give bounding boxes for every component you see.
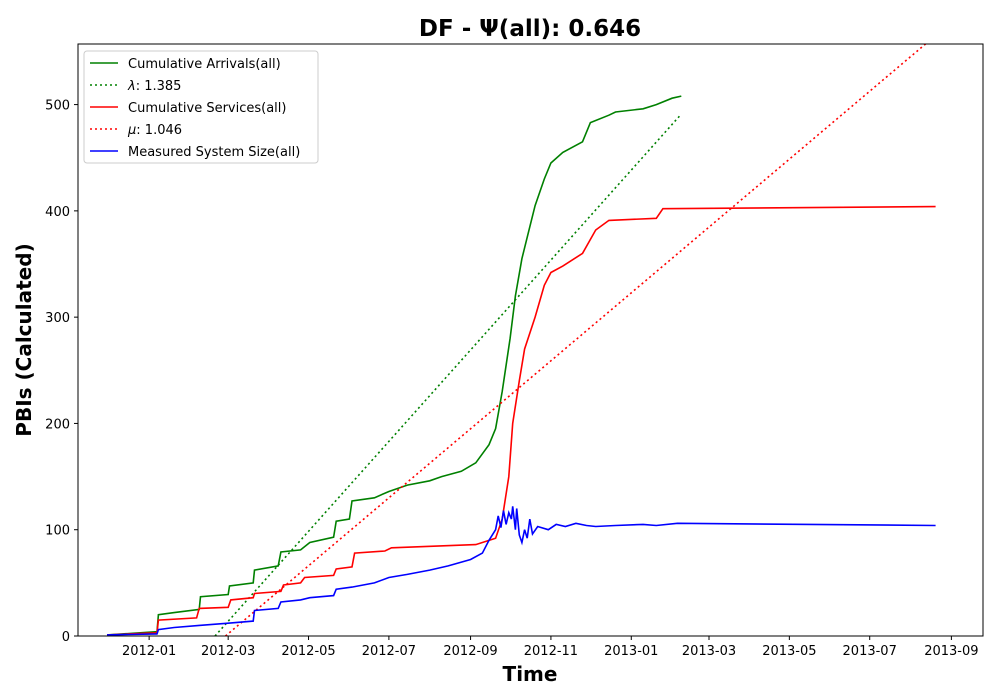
y-tick-label: 200 <box>45 417 70 432</box>
series-group <box>106 44 936 636</box>
legend-box <box>83 50 319 164</box>
legend-label: Measured System Size(all) <box>128 145 300 160</box>
x-axis-label: Time <box>503 662 558 686</box>
x-tick-label: 2012-11 <box>524 644 578 659</box>
x-tick-label: 2012-05 <box>281 644 335 659</box>
x-axis: 2012-01 2012-03 2012-05 2012-07 2012-09 2012-… <box>122 636 979 659</box>
series-line-cumulative-arrivals-all <box>106 95 682 636</box>
y-axis: 0 100 200 300 400 500 <box>45 99 78 645</box>
legend-label: Cumulative Arrivals(all) <box>128 57 281 72</box>
y-tick-label: 0 <box>62 630 70 645</box>
x-tick-label: 2012-07 <box>362 644 416 659</box>
x-tick-label: 2013-01 <box>604 644 658 659</box>
y-tick-label: 100 <box>45 524 70 539</box>
plot-area <box>106 44 936 636</box>
legend-label: μ: 1.046 <box>127 123 182 138</box>
x-tick-label: 2012-09 <box>443 644 497 659</box>
x-tick-label: 2012-03 <box>201 644 255 659</box>
series-line-measured-system-size-all <box>106 506 936 636</box>
y-tick-label: 400 <box>45 205 70 220</box>
x-tick-label: 2012-01 <box>122 644 176 659</box>
x-tick-label: 2013-09 <box>924 644 978 659</box>
legend: Cumulative Arrivals(all) λ: 1.385 Cumulati… <box>83 50 319 164</box>
series-line-1-385 <box>214 113 682 636</box>
chart-title: DF - Ψ(all): 0.646 <box>419 16 641 42</box>
legend-label: Cumulative Services(all) <box>128 101 286 116</box>
x-tick-label: 2013-03 <box>682 644 736 659</box>
x-tick-label: 2013-05 <box>762 644 816 659</box>
legend-label: λ: 1.385 <box>127 79 181 94</box>
y-tick-label: 300 <box>45 311 70 326</box>
plot-frame <box>77 43 984 637</box>
y-axis-label: PBIs (Calculated) <box>12 243 36 436</box>
series-line-cumulative-services-all <box>106 205 936 636</box>
x-tick-label: 2013-07 <box>843 644 897 659</box>
y-tick-label: 500 <box>45 99 70 114</box>
